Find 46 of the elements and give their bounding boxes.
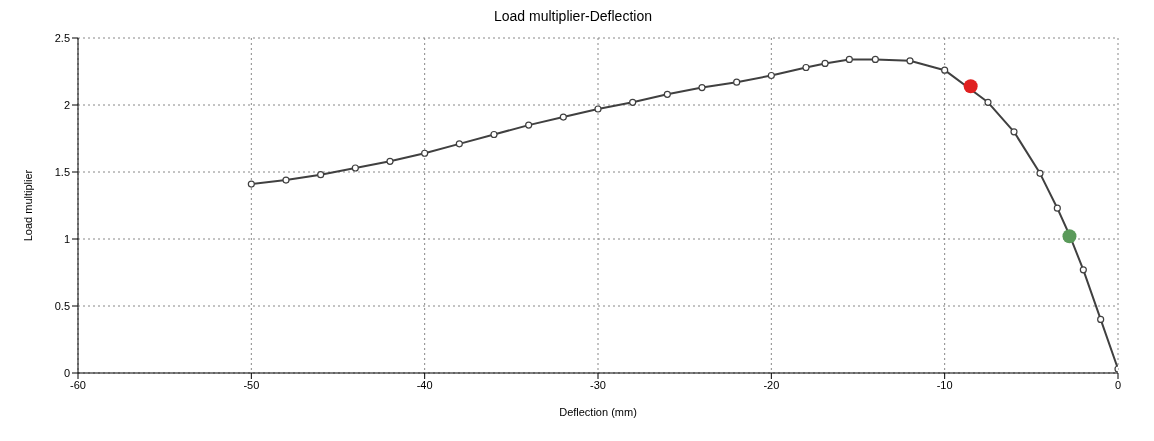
point [1062, 229, 1077, 244]
point [351, 164, 359, 172]
y-tick-label: 2.5 [54, 31, 70, 44]
point [802, 63, 810, 72]
y-tick-label: 1.5 [54, 165, 70, 178]
point [282, 176, 290, 184]
y-tick-label: 0 [63, 366, 70, 379]
y-tick-label: 1 [63, 232, 70, 245]
point [963, 79, 978, 94]
point [871, 55, 879, 64]
x-tick-label: -50 [243, 378, 260, 391]
y-axis-title: Load multiplier [21, 169, 34, 242]
point [1053, 204, 1061, 212]
point [594, 105, 602, 113]
point [663, 90, 671, 98]
point [941, 66, 949, 74]
point [1036, 169, 1044, 177]
x-tick-label: 0 [1114, 378, 1122, 391]
point [629, 98, 637, 106]
point [845, 55, 853, 64]
chart-title: Load multiplier-Deflection [493, 8, 653, 26]
point [455, 140, 463, 148]
point [1097, 315, 1105, 323]
point [386, 157, 394, 165]
x-tick-label: -10 [936, 378, 953, 391]
point [733, 78, 741, 86]
y-tick-label: 0.5 [54, 299, 70, 312]
point [559, 113, 567, 121]
x-tick-label: -60 [70, 378, 86, 391]
point [317, 171, 325, 179]
point [421, 149, 429, 157]
point [247, 180, 255, 188]
point [1010, 128, 1018, 136]
point [698, 83, 706, 92]
point [821, 59, 829, 68]
x-tick-label: -30 [590, 378, 606, 391]
y-tick-label: 2 [63, 98, 70, 111]
x-axis-title: Deflection (mm) [559, 406, 637, 418]
point [906, 57, 914, 65]
x-tick-label: -20 [763, 378, 780, 391]
point [525, 121, 533, 129]
point [1079, 266, 1087, 274]
point [984, 98, 992, 106]
x-tick-label: -40 [416, 378, 433, 391]
point [490, 130, 498, 139]
point [767, 71, 775, 80]
